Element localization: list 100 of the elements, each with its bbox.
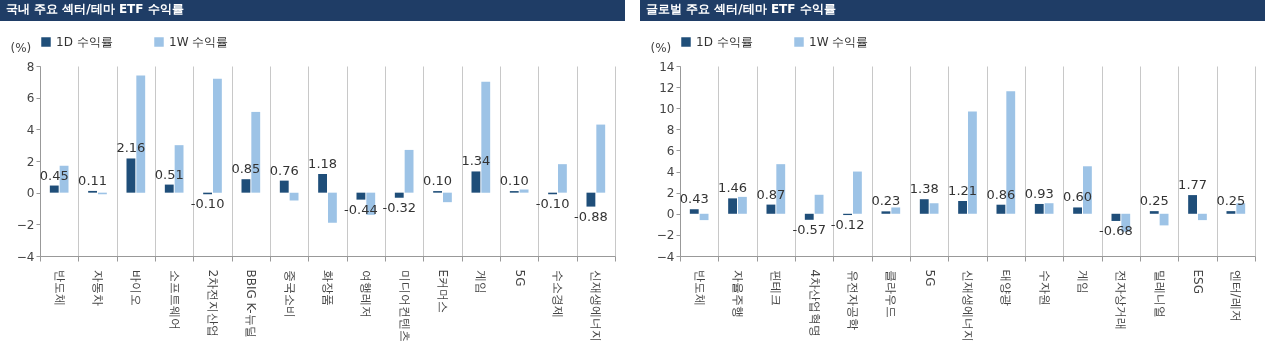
data-label: 0.23: [871, 193, 901, 209]
y-tick-label: −4: [656, 249, 675, 264]
bar: [442, 192, 452, 203]
data-label: 1.77: [1178, 177, 1208, 193]
bar: [919, 199, 929, 214]
y-tick-label: −2: [656, 228, 675, 243]
y-tick-label: 6: [666, 143, 675, 158]
data-label: -0.10: [190, 196, 225, 212]
x-tick-label: 바이오: [129, 269, 144, 306]
data-label: 1.46: [718, 180, 748, 196]
bar: [1073, 207, 1083, 214]
y-tick-label: −2: [16, 217, 35, 232]
data-label: 1.21: [948, 183, 978, 199]
bar: [689, 209, 699, 214]
y-tick-label: 10: [659, 101, 675, 116]
data-label: 0.93: [1024, 185, 1054, 201]
data-label: 0.87: [756, 186, 786, 202]
data-label: -0.57: [792, 221, 827, 237]
y-tick-label: 8: [26, 59, 35, 74]
y-tick-label: −4: [16, 249, 35, 264]
x-tick-label: 신재생에너지: [589, 269, 604, 342]
bar: [1226, 211, 1236, 214]
x-tick-label: 4차산업혁명: [807, 269, 822, 338]
data-label: 0.85: [231, 161, 261, 177]
data-label: 0.43: [679, 191, 709, 207]
x-tick-label: 클라우드: [884, 269, 899, 318]
y-axis-title: (%): [650, 40, 672, 55]
x-tick-label: 반도체: [52, 269, 67, 306]
data-label: -0.10: [535, 196, 570, 212]
x-tick-label: 반도체: [692, 269, 707, 306]
x-tick-label: 유전자공학: [846, 269, 860, 330]
bar: [471, 171, 481, 193]
y-tick-label: 6: [26, 91, 35, 106]
bar: [804, 213, 814, 220]
bar: [586, 192, 596, 207]
legend-label: 1W 수익률: [169, 35, 229, 49]
bar: [289, 192, 299, 201]
x-tick-label: 전자상거래: [1114, 269, 1129, 330]
data-label: 0.10: [423, 173, 453, 189]
bar: [241, 179, 251, 193]
bar: [1149, 211, 1159, 214]
bar: [279, 180, 289, 193]
data-label: -0.12: [830, 217, 865, 233]
bar: [318, 173, 328, 193]
x-tick-label: 5G: [512, 269, 527, 287]
y-tick-label: 0: [26, 186, 35, 201]
x-tick-label: BBIG K-뉴딜: [244, 269, 259, 338]
x-tick-label: 자동차: [91, 269, 105, 306]
y-tick-label: 4: [26, 122, 35, 137]
bar: [929, 203, 939, 214]
x-tick-label: 소프트웨어: [167, 269, 182, 330]
bar: [394, 192, 404, 198]
legend-label: 1D 수익률: [56, 35, 113, 49]
bar: [1197, 213, 1207, 221]
data-label: 0.45: [39, 167, 69, 183]
y-tick-label: 4: [666, 165, 675, 180]
bar: [737, 196, 747, 214]
y-tick-label: 8: [666, 122, 675, 137]
x-tick-label: 수소경제: [551, 269, 565, 318]
bar: [1111, 213, 1121, 221]
bar: [596, 124, 606, 193]
data-label: 1.38: [909, 181, 939, 197]
data-label: 0.10: [499, 173, 529, 189]
data-label: -0.88: [574, 208, 608, 224]
x-tick-label: E커머스: [436, 269, 450, 314]
x-tick-label: 미디어컨텐츠: [397, 269, 412, 342]
y-tick-label: 2: [666, 186, 675, 201]
y-tick-label: 12: [659, 80, 675, 95]
data-label: -0.68: [1099, 222, 1133, 238]
x-tick-label: 화장품: [321, 269, 335, 306]
data-label: 1.34: [461, 153, 491, 169]
y-axis-title: (%): [10, 40, 32, 55]
data-label: 0.51: [154, 166, 184, 182]
bar: [996, 204, 1006, 214]
bar: [699, 213, 709, 221]
bar: [164, 184, 174, 193]
bar: [126, 158, 136, 193]
legend-label: 1W 수익률: [809, 35, 869, 49]
bar: [404, 149, 414, 193]
legend-label: 1D 수익률: [696, 35, 753, 49]
x-tick-label: 수자원: [1037, 269, 1052, 306]
x-tick-label: 엔터/레저: [1229, 269, 1244, 322]
bar: [766, 204, 776, 214]
data-label: -0.44: [344, 201, 378, 217]
x-tick-label: ESG: [1191, 269, 1205, 294]
bar: [728, 198, 738, 214]
x-tick-label: 밀레니얼: [1152, 269, 1167, 318]
x-tick-label: 중국소비: [282, 269, 297, 318]
x-tick-label: 핀테크: [769, 269, 784, 306]
y-tick-label: 2: [26, 154, 35, 169]
x-tick-label: 게임: [1076, 269, 1090, 294]
bar: [356, 192, 366, 200]
data-label: 0.76: [269, 162, 299, 178]
bar: [557, 164, 567, 193]
bar: [814, 194, 824, 214]
bar: [852, 171, 862, 214]
x-tick-label: 신재생에너지: [961, 269, 975, 342]
bar: [1044, 203, 1054, 214]
bar: [1034, 203, 1044, 214]
data-label: 1.18: [308, 155, 338, 171]
